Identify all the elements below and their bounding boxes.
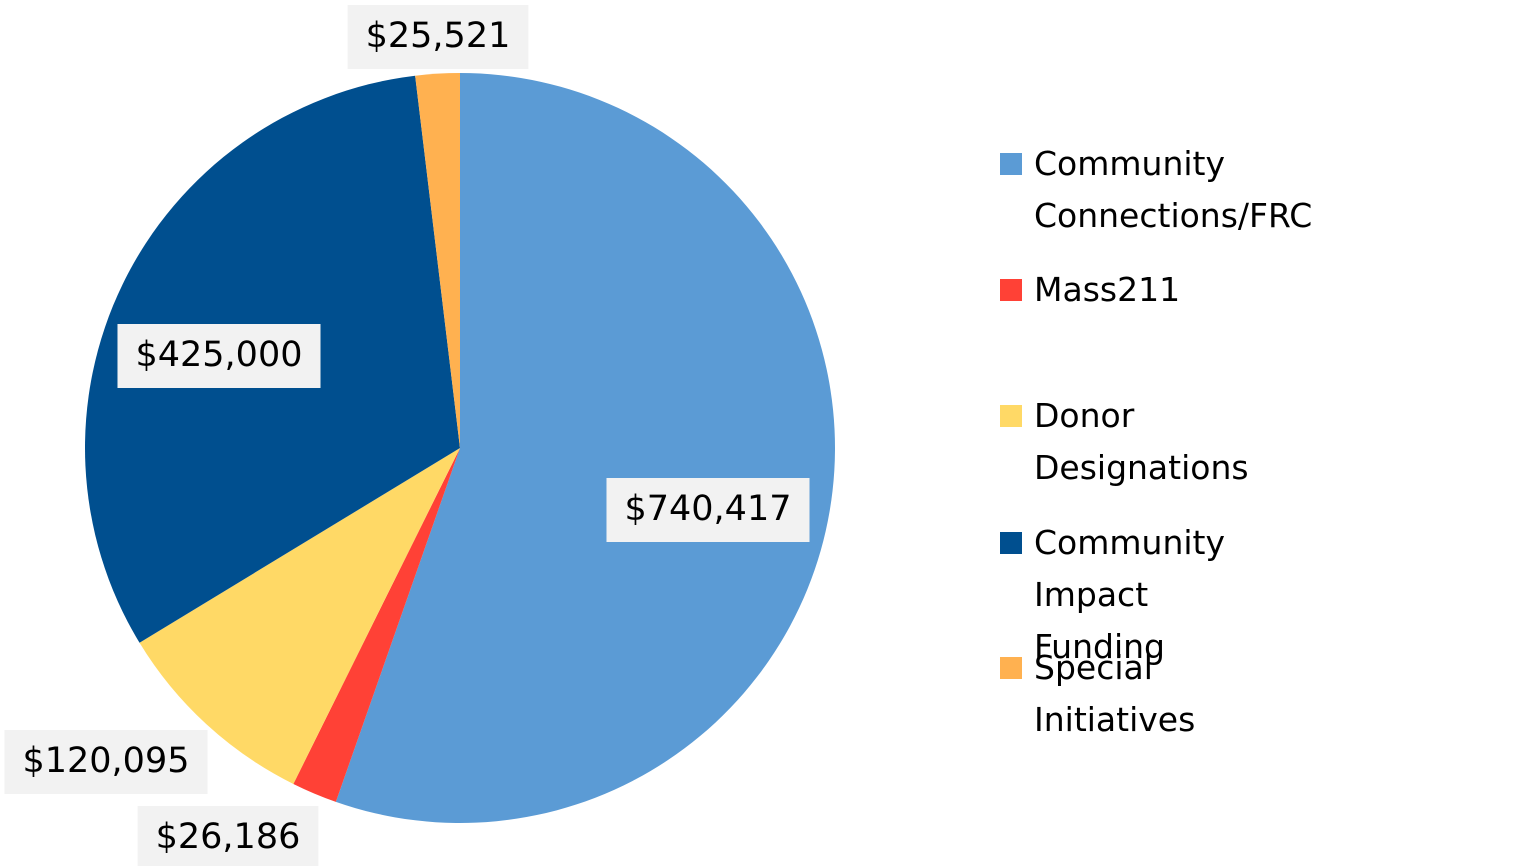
legend-swatch <box>1000 657 1022 679</box>
legend-label: Mass211 <box>1034 270 1181 309</box>
data-label-group: $26,186 <box>137 806 319 866</box>
legend-label: Community Connections/FRC <box>1034 144 1313 235</box>
data-label: $425,000 <box>135 335 302 375</box>
legend-swatch <box>1000 153 1022 175</box>
data-label-group: $425,000 <box>117 324 321 388</box>
legend-item: Community Impact Funding <box>1000 517 1225 673</box>
data-label-box <box>4 730 208 794</box>
legend-item: Mass211 <box>1000 264 1180 316</box>
data-label-box <box>347 5 529 69</box>
data-label-box <box>137 806 319 866</box>
data-label-group: $25,521 <box>347 5 529 69</box>
pie-slice <box>139 448 460 784</box>
data-label: $120,095 <box>22 741 189 781</box>
legend-label: Community Impact Funding <box>1034 523 1225 666</box>
legend-swatch <box>1000 405 1022 427</box>
pie-slice <box>335 73 835 823</box>
data-label-group: $740,417 <box>606 478 810 542</box>
pie-slice <box>415 73 460 448</box>
data-label: $26,186 <box>156 817 301 857</box>
data-label: $740,417 <box>624 489 791 529</box>
data-label-box <box>117 324 321 388</box>
legend-label: Special Initiatives <box>1034 648 1196 739</box>
data-label-group: $120,095 <box>4 730 208 794</box>
legend-swatch <box>1000 279 1022 301</box>
legend-item: Special Initiatives <box>1000 642 1195 746</box>
legend-item: Community Connections/FRC <box>1000 138 1354 242</box>
legend-swatch <box>1000 532 1022 554</box>
pie-slice <box>293 448 460 802</box>
legend-item: Donor Designations <box>1000 390 1249 494</box>
data-label: $25,521 <box>366 16 511 56</box>
legend-label: Donor Designations <box>1034 396 1249 487</box>
data-label-box <box>606 478 810 542</box>
